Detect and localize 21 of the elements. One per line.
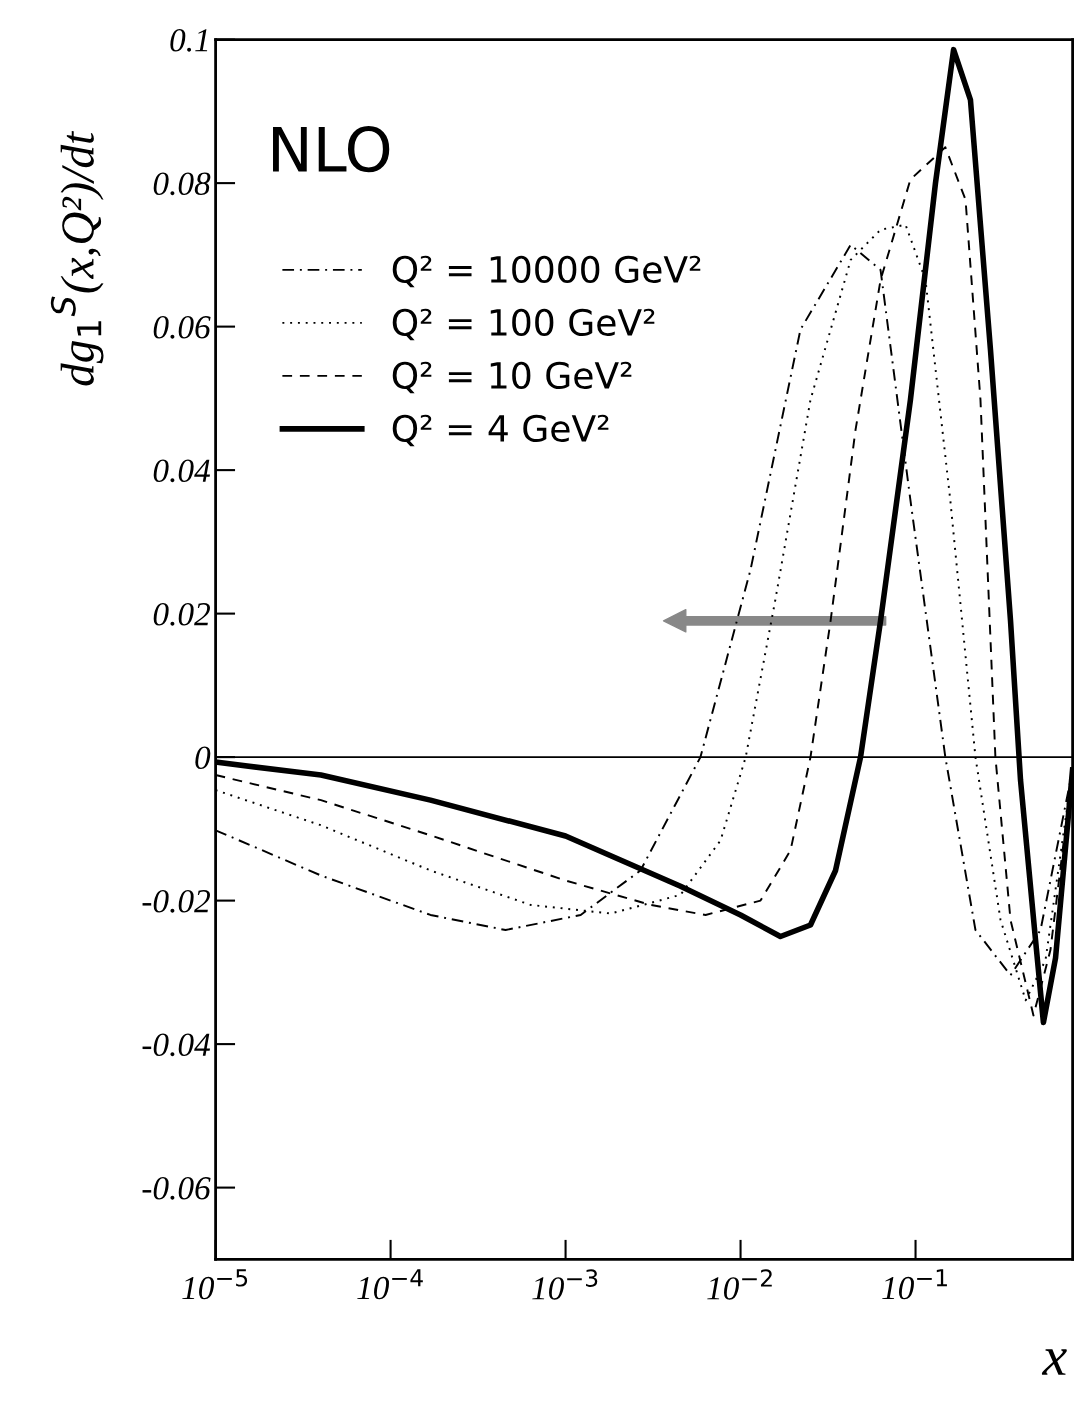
- y-tick-label: 0.08: [153, 172, 211, 196]
- y-axis-title: dg$_{1}$$^{S}$(x,Q²)/dt: [50, 130, 104, 386]
- x-tick-label: 10$^{−1}$: [882, 1269, 947, 1300]
- legend-label: Q² = 4 GeV²: [392, 414, 609, 447]
- x-tick-label: 10$^{−5}$: [182, 1269, 248, 1300]
- y-tick-label: 0: [195, 746, 211, 769]
- y-tick-label: 0.06: [153, 316, 211, 339]
- y-tick-label: -0.06: [142, 1177, 211, 1200]
- y-tick-label: 0.1: [170, 29, 208, 52]
- legend-label: Q² = 10 GeV²: [392, 361, 632, 394]
- x-tick-label: 10$^{−4}$: [357, 1269, 423, 1300]
- legend-label: Q² = 100 GeV²: [392, 308, 655, 341]
- legend-label: Q² = 10000 GeV²: [392, 255, 701, 288]
- x-tick-label: 10$^{−3}$: [532, 1269, 598, 1300]
- x-axis-title: x: [1041, 1349, 1067, 1375]
- annotation: NLO: [273, 126, 390, 173]
- y-tick-label: 0.04: [153, 459, 210, 483]
- x-tick-label: 10$^{−2}$: [707, 1269, 772, 1300]
- y-tick-label: -0.04: [142, 1033, 210, 1057]
- y-tick-label: 0.02: [153, 603, 210, 626]
- y-tick-label: -0.02: [142, 890, 211, 913]
